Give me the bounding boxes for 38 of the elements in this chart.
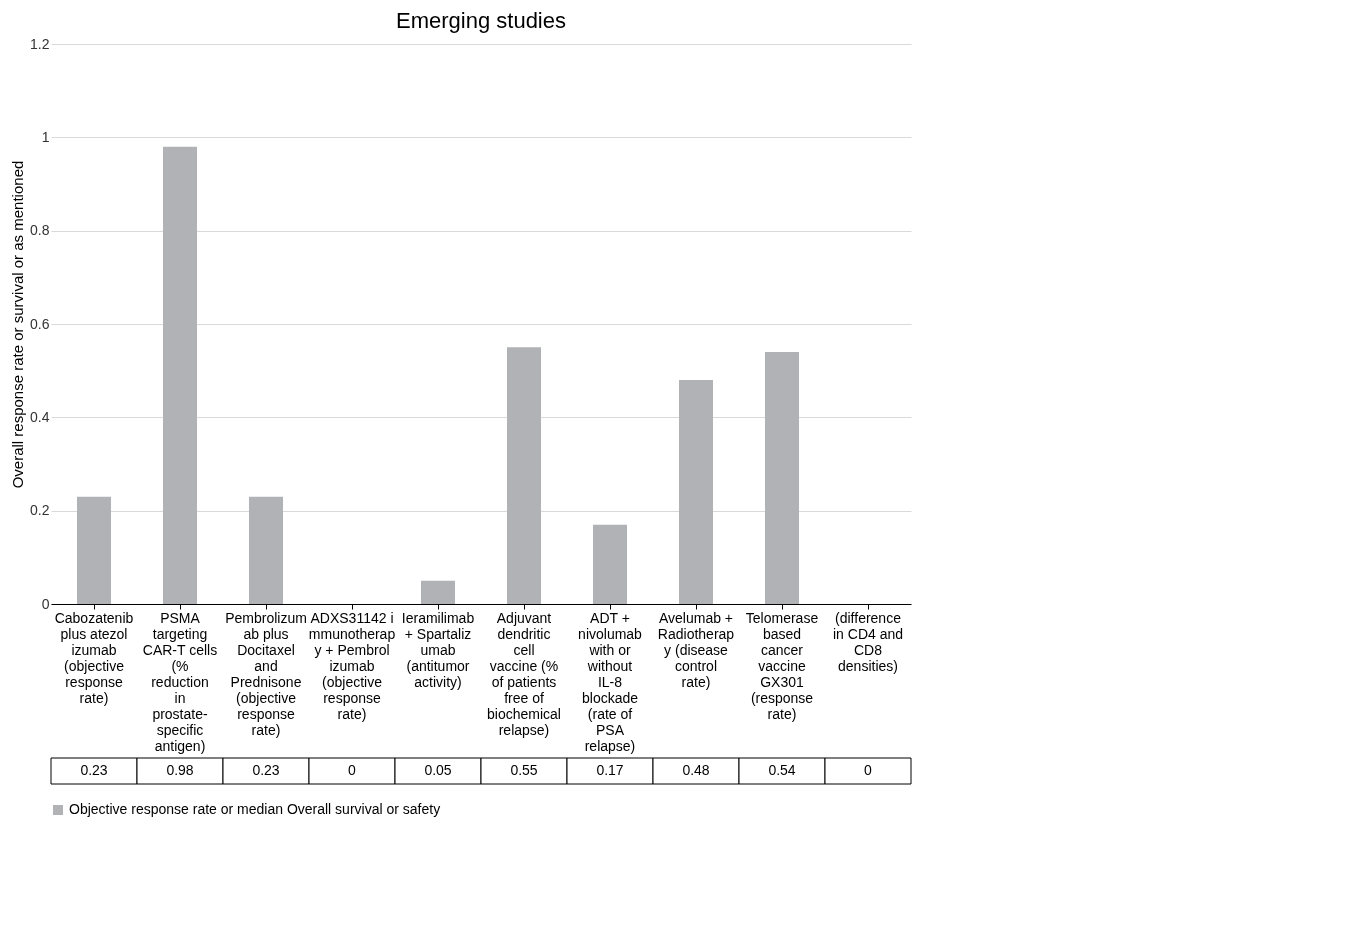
bar (765, 352, 799, 604)
category-label: PSMA targeting CAR-T cells (% reduction in prostate-specific antigen) (142, 609, 218, 754)
y-tick-label: 0 (41, 595, 50, 612)
data-label: 0.17 (596, 762, 624, 778)
x-tick-label: Adjuvant dendritic cell vaccine (% of patients free of biochemical relapse) (487, 609, 561, 738)
y-tick-label: 0.6 (30, 315, 50, 332)
data-label: 0 (864, 762, 873, 778)
bar (507, 347, 541, 604)
data-label: 0.05 (424, 762, 452, 778)
legend-label: Objective response rate or median Overall survival or safety (69, 801, 441, 817)
data-label: 0.23 (252, 762, 280, 778)
bar (163, 146, 197, 604)
chart-title: Emerging studies (396, 8, 566, 33)
data-label: 0.55 (510, 762, 538, 778)
y-tick-label: 1 (41, 128, 50, 145)
data-label: 0.98 (166, 762, 194, 778)
x-tick-label: Telomerase based cancer vaccine GX301 (response rate) (745, 609, 819, 722)
y-tick-label: 1.2 (30, 35, 50, 52)
x-tick-label: (difference in CD4 and CD8 densities) (832, 609, 904, 674)
bar (593, 524, 627, 604)
x-tick-label: Avelumab + Radiotherapy (disease control rate) (657, 609, 735, 690)
x-tick-label: Pembrolizumab plus Docitaxel and Prednisone (objective response rate) (225, 609, 307, 738)
x-tick-label: Cabozatenib plus atezolizumab (objective response rate) (54, 609, 134, 706)
y-axis-title: Overall response rate or survival or as mentioned (9, 160, 27, 489)
data-label: 0 (348, 762, 357, 778)
data-label: 0.54 (768, 762, 796, 778)
bar (679, 380, 713, 604)
y-tick-label: 0.8 (30, 222, 50, 239)
bar (249, 496, 283, 604)
data-label: 0.48 (682, 762, 710, 778)
bar (421, 580, 455, 604)
y-tick-label: 0.4 (30, 408, 50, 425)
x-tick-label: ADXS31142 immunotherapy + Pembrolizumab (objective response rate) (308, 609, 396, 722)
bar (77, 496, 111, 604)
y-tick-label: 0.2 (30, 502, 50, 519)
x-tick-label: Ieramilimab + Spartalizumab (antitumor activity) (401, 609, 475, 690)
category-label: ADT + nivolumab with or without IL-8 blockade (rate of PSA relapse) (578, 609, 642, 754)
data-label: 0.23 (80, 762, 108, 778)
